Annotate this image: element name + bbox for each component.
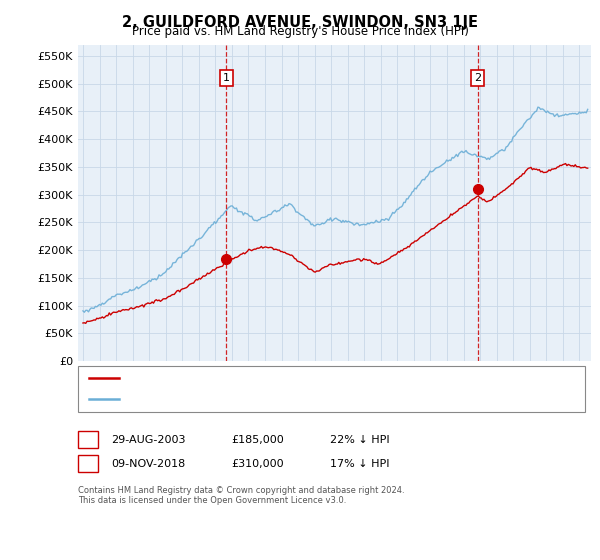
Text: Price paid vs. HM Land Registry's House Price Index (HPI): Price paid vs. HM Land Registry's House … [131, 25, 469, 38]
Text: 2, GUILDFORD AVENUE, SWINDON, SN3 1JE (detached house): 2, GUILDFORD AVENUE, SWINDON, SN3 1JE (d… [124, 373, 444, 383]
Text: 2: 2 [85, 457, 92, 470]
Text: 29-AUG-2003: 29-AUG-2003 [111, 435, 185, 445]
Text: 22% ↓ HPI: 22% ↓ HPI [330, 435, 389, 445]
Text: 2, GUILDFORD AVENUE, SWINDON, SN3 1JE: 2, GUILDFORD AVENUE, SWINDON, SN3 1JE [122, 15, 478, 30]
Text: Contains HM Land Registry data © Crown copyright and database right 2024.
This d: Contains HM Land Registry data © Crown c… [78, 486, 404, 505]
Text: 1: 1 [223, 73, 230, 83]
Text: HPI: Average price, detached house, Swindon: HPI: Average price, detached house, Swin… [124, 394, 361, 404]
Text: £185,000: £185,000 [231, 435, 284, 445]
Text: £310,000: £310,000 [231, 459, 284, 469]
Text: 09-NOV-2018: 09-NOV-2018 [111, 459, 185, 469]
Text: 17% ↓ HPI: 17% ↓ HPI [330, 459, 389, 469]
Text: 2: 2 [474, 73, 481, 83]
Text: 1: 1 [85, 433, 92, 446]
